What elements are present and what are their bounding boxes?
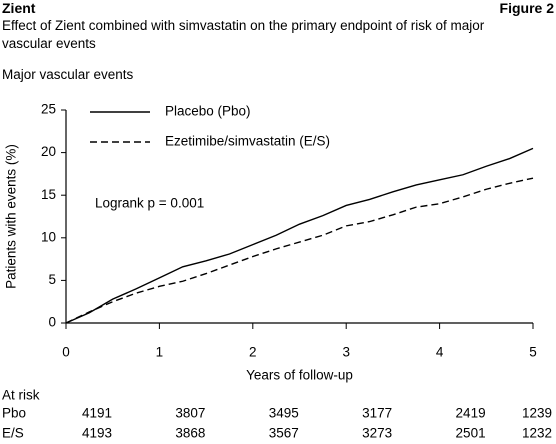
x-tick-label: 5	[529, 345, 537, 360]
chart-subtitle: Major vascular events	[2, 67, 134, 82]
y-tick-label: 25	[41, 102, 56, 117]
legend-label: Placebo (Pbo)	[165, 104, 251, 119]
at-risk-value: 3177	[362, 406, 392, 421]
at-risk-value: 2501	[456, 426, 486, 441]
at-risk-value: 3567	[269, 426, 299, 441]
at-risk-value: 3273	[362, 426, 392, 441]
annotation: Logrank p = 0.001	[95, 196, 204, 211]
at-risk-value: 1239	[522, 406, 552, 421]
y-tick-label: 20	[41, 144, 56, 159]
x-tick-label: 1	[156, 345, 164, 360]
at-risk-title: At risk	[2, 388, 40, 403]
series-line	[65, 177, 534, 324]
x-tick-label: 3	[342, 345, 350, 360]
x-tick-label: 2	[249, 345, 257, 360]
y-tick-label: 15	[41, 187, 56, 202]
at-risk-value: 1232	[522, 426, 552, 441]
at-risk-row-label: Pbo	[2, 406, 26, 421]
at-risk-value: 2419	[456, 406, 486, 421]
at-risk-value: 3495	[269, 406, 299, 421]
series-line	[65, 147, 534, 324]
at-risk-row-label: E/S	[2, 426, 24, 441]
x-tick-label: 4	[436, 345, 444, 360]
y-tick-label: 10	[41, 229, 56, 244]
y-tick-label: 0	[48, 315, 56, 330]
y-axis-label: Patients with events (%)	[4, 144, 19, 289]
x-axis-label: Years of follow-up	[246, 368, 353, 383]
chart-title: Effect of Zient combined with simvastati…	[2, 18, 485, 51]
brand: Zient	[2, 0, 36, 16]
at-risk-value: 3807	[175, 406, 205, 421]
x-tick-label: 0	[62, 345, 70, 360]
at-risk-value: 3868	[175, 426, 205, 441]
y-tick-label: 5	[48, 272, 56, 287]
legend-label: Ezetimibe/simvastatin (E/S)	[165, 134, 330, 149]
figure-label: Figure 2	[499, 0, 554, 16]
at-risk-value: 4193	[82, 426, 112, 441]
at-risk-value: 4191	[82, 406, 112, 421]
